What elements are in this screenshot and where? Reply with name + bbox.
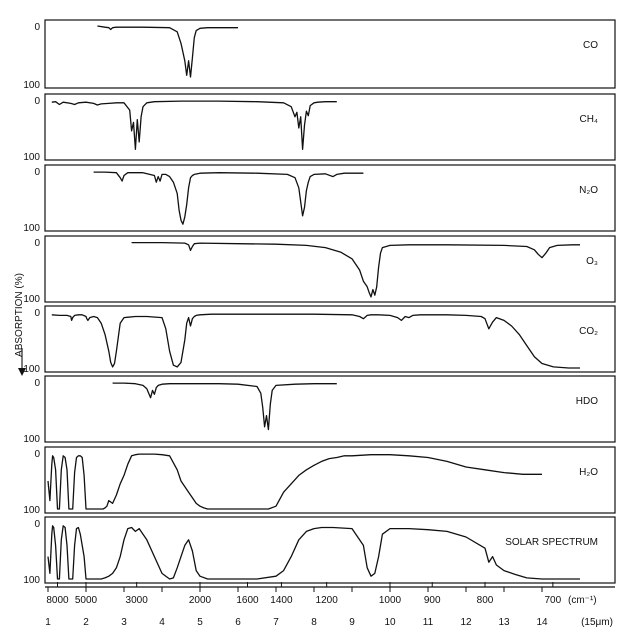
series-name-label: SOLAR SPECTRUM: [505, 537, 598, 548]
wavelength-tick-label: 10: [384, 617, 396, 628]
wavelength-tick-label: 4: [159, 617, 165, 628]
y-axis-arrow: [18, 348, 26, 376]
wavelength-tick-label: 9: [349, 617, 355, 628]
y-tick-label-100: 100: [23, 80, 40, 91]
panel-2: 0 100 N₂O: [23, 164, 616, 234]
y-tick-label-100: 100: [23, 575, 40, 586]
wavelength-tick-label: 3: [121, 617, 127, 628]
panel-frame: [44, 93, 616, 161]
y-tick-label-100: 100: [23, 434, 40, 445]
series-line-0: [97, 25, 238, 78]
y-tick-label-0: 0: [34, 449, 40, 460]
wavelength-unit-label: (15μm): [581, 617, 613, 628]
wavenumber-tick-label: 5000: [75, 595, 98, 606]
y-tick-label-100: 100: [23, 505, 40, 516]
y-tick-label-100: 100: [23, 364, 40, 375]
y-tick-label-0: 0: [34, 96, 40, 107]
wavelength-tick-label: 14: [536, 617, 548, 628]
series-name-label: H₂O: [579, 467, 598, 478]
wavenumber-tick-label: 1600: [236, 595, 259, 606]
y-tick-label-100: 100: [23, 152, 40, 163]
series-line-6: [47, 453, 542, 510]
series-name-label: CO₂: [579, 326, 598, 337]
wavelength-tick-label: 8: [311, 617, 317, 628]
panel-frame: [44, 305, 616, 373]
panel-frame: [44, 19, 616, 89]
y-tick-label-100: 100: [23, 223, 40, 234]
wavenumber-tick-label: 1400: [270, 595, 293, 606]
y-axis-label: ABSORPTION (%): [14, 273, 25, 357]
wavenumber-tick-label: 700: [545, 595, 562, 606]
wavenumber-tick-label: 8000: [46, 595, 69, 606]
series-name-label: O₃: [586, 256, 598, 267]
series-line-7: [47, 525, 580, 580]
wavelength-tick-label: 7: [273, 617, 279, 628]
wavenumber-tick-label: 1000: [379, 595, 402, 606]
y-tick-label-0: 0: [34, 22, 40, 33]
panel-frame: [44, 516, 616, 584]
wavelength-tick-label: 13: [498, 617, 510, 628]
wavenumber-unit-label: (cm⁻¹): [568, 595, 597, 606]
wavelength-tick-label: 1: [45, 617, 51, 628]
panel-4: 0 100 CO₂: [23, 305, 616, 375]
y-tick-label-0: 0: [34, 519, 40, 530]
series-line-3: [131, 241, 580, 298]
panel-frame: [44, 375, 616, 443]
series-name-label: CO: [583, 40, 598, 51]
wavelength-tick-label: 5: [197, 617, 203, 628]
wavenumber-tick-label: 2000: [189, 595, 212, 606]
series-name-label: CH₄: [579, 114, 598, 125]
wavenumber-tick-label: 800: [477, 595, 494, 606]
panel-6: 0 100 H₂O: [23, 446, 616, 516]
y-tick-label-0: 0: [34, 238, 40, 249]
wavelength-tick-label: 11: [423, 617, 434, 628]
panel-frame: [44, 235, 616, 303]
panel-frame: [44, 164, 616, 232]
series-line-5: [112, 382, 337, 431]
panel-frame: [44, 446, 616, 514]
y-tick-label-0: 0: [34, 167, 40, 178]
wavelength-tick-label: 6: [235, 617, 241, 628]
series-line-4: [51, 313, 580, 369]
series-line-1: [51, 100, 337, 150]
panel-7: 0 100 SOLAR SPECTRUM: [23, 516, 616, 586]
panel-3: 0 100 O₃: [23, 235, 616, 305]
wavenumber-tick-label: 3000: [126, 595, 149, 606]
series-name-label: HDO: [576, 396, 598, 407]
wavelength-tick-label: 12: [460, 617, 472, 628]
panel-0: 0 100 CO: [23, 19, 616, 91]
wavenumber-tick-label: 1200: [316, 595, 339, 606]
series-line-2: [93, 171, 364, 225]
series-name-label: N₂O: [579, 185, 598, 196]
x-axis-group: 8000 5000 3000 2000 1600 1400 1200 1000 900 800 70…: [45, 582, 615, 628]
y-tick-label-0: 0: [34, 308, 40, 319]
wavenumber-tick-label: 900: [424, 595, 441, 606]
panel-5: 0 100 HDO: [23, 375, 616, 445]
wavelength-tick-label: 2: [83, 617, 89, 628]
panel-1: 0 100 CH₄: [23, 93, 616, 163]
y-tick-label-0: 0: [34, 378, 40, 389]
y-tick-label-100: 100: [23, 294, 40, 305]
panels-group: 0 100 CO 0 100 CH₄ 0 100 N₂O 0 100 O₃ 0 100 CO₂ 0 100 HDO…: [23, 19, 616, 586]
